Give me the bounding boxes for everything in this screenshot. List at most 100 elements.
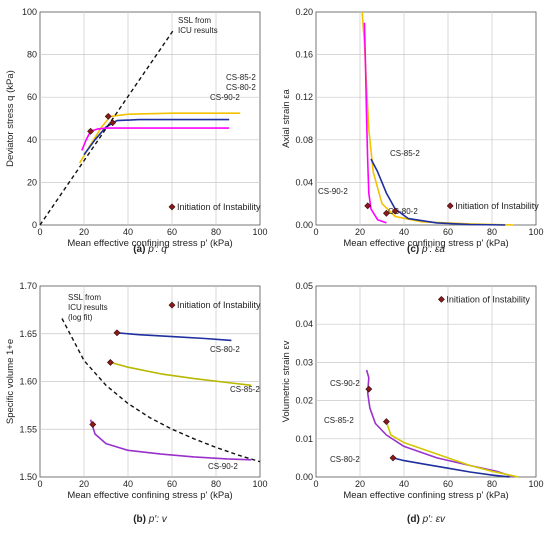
x-tick-label: 80 (487, 227, 497, 237)
series-label: ICU results (68, 303, 108, 312)
x-tick-label: 100 (252, 227, 267, 237)
series-label: CS-90-2 (210, 93, 240, 102)
instability-marker (382, 418, 390, 426)
plot-frame (39, 11, 261, 226)
caption-variables: p′: εa (421, 244, 445, 255)
instability-marker (391, 207, 399, 215)
y-tick-label: 40 (27, 135, 37, 145)
series-label: CS-80-2 (226, 83, 256, 92)
y-tick-label: 1.55 (19, 424, 37, 434)
panel-caption: (d) p′: εv (407, 514, 446, 525)
legend-label: Initiation of Instability (177, 202, 261, 212)
caption-variables: p′: v (148, 514, 168, 525)
chart-panel-b: 0 20 40 60 80 100 1.50 1.55 1.60 1.65 1.70 Mean eff… (5, 281, 268, 525)
series-line-cs-90-2 (363, 22, 387, 224)
x-tick-label: 40 (123, 479, 133, 489)
series-line-ssl-from-icu-results-log-fit- (61, 318, 261, 463)
series-label: SSL from (68, 293, 101, 302)
x-tick-label: 0 (313, 479, 318, 489)
series-line-cs-90-2 (81, 127, 230, 151)
instability-marker (87, 127, 95, 135)
instability-marker (113, 329, 121, 337)
series-label: CS-85-2 (390, 149, 420, 158)
x-tick-label: 60 (443, 479, 453, 489)
instability-marker (109, 119, 117, 127)
series-line-cs-85-2 (385, 421, 519, 478)
caption-panel-letter: (b) (133, 514, 149, 525)
x-tick-label: 60 (443, 227, 453, 237)
series-line-cs-90-2 (89, 419, 252, 461)
caption-panel-letter: (c) (407, 244, 422, 255)
series-line-cs-80-2 (116, 332, 232, 342)
y-tick-label: 0.00 (295, 220, 313, 230)
instability-marker (389, 454, 397, 462)
y-axis-label: Specific volume 1+e (5, 339, 16, 424)
series-label: CS-80-2 (388, 207, 418, 216)
x-tick-label: 20 (79, 479, 89, 489)
x-tick-label: 80 (211, 479, 221, 489)
instability-marker (382, 209, 390, 217)
x-axis-label: Mean effective confining stress p' (kPa) (343, 238, 508, 249)
series-line-ssl-from-icu-results (39, 28, 175, 226)
y-tick-label: 0.01 (295, 434, 313, 444)
series-label: CS-90-2 (318, 187, 348, 196)
legend-label: Initiation of Instability (177, 300, 261, 310)
x-tick-label: 20 (355, 479, 365, 489)
y-tick-label: 1.60 (19, 377, 37, 387)
y-tick-label: 0.04 (295, 177, 313, 187)
x-tick-label: 100 (528, 227, 543, 237)
series-label: CS-90-2 (208, 462, 238, 471)
y-tick-label: 1.50 (19, 472, 37, 482)
x-tick-label: 0 (37, 479, 42, 489)
caption-panel-letter: (d) (407, 514, 423, 525)
y-tick-label: 20 (27, 177, 37, 187)
y-tick-label: 0.00 (295, 472, 313, 482)
instability-marker (89, 421, 97, 428)
x-axis-label: Mean effective confining stress p' (kPa) (67, 490, 232, 501)
y-tick-label: 0.02 (295, 396, 313, 406)
x-tick-label: 40 (399, 479, 409, 489)
legend-instability-marker (168, 203, 176, 211)
x-tick-label: 40 (399, 227, 409, 237)
x-tick-label: 60 (167, 479, 177, 489)
x-tick-label: 60 (167, 227, 177, 237)
series-line-cs-80-2 (392, 457, 510, 478)
y-tick-label: 100 (22, 7, 37, 17)
x-tick-label: 80 (487, 479, 497, 489)
instability-marker (104, 112, 112, 120)
plot-frame (315, 285, 537, 478)
legend-instability-marker (168, 301, 176, 309)
series-line-cs-85-2 (110, 361, 252, 387)
caption-panel-letter: (a) (133, 244, 148, 255)
series-label: CS-85-2 (324, 416, 354, 425)
x-tick-label: 100 (252, 479, 267, 489)
legend-label: Initiation of Instability (446, 294, 530, 304)
series-line-cs-80-2 (83, 118, 230, 156)
x-axis-label: Mean effective confining stress p' (kPa) (343, 490, 508, 501)
y-tick-label: 0.16 (295, 50, 313, 60)
legend-label: Initiation of Instability (455, 201, 539, 211)
series-label: CS-80-2 (330, 455, 360, 464)
y-axis-label: Deviator stress q (kPa) (5, 70, 16, 167)
series-line-cs-80-2 (370, 158, 506, 226)
legend-instability-marker (437, 295, 445, 303)
x-tick-label: 80 (211, 227, 221, 237)
y-tick-label: 0.03 (295, 357, 313, 367)
series-label: CS-85-2 (226, 73, 256, 82)
y-tick-label: 1.70 (19, 281, 37, 291)
caption-variables: p′: εv (422, 514, 446, 525)
plot-frame (315, 11, 537, 226)
panel-caption: (a) p′: q (133, 244, 167, 255)
chart-panel-a: 0 20 40 60 80 100 0 20 40 60 80 100 Mean effective c… (5, 7, 268, 255)
y-tick-label: 0.05 (295, 281, 313, 291)
y-tick-label: 60 (27, 92, 37, 102)
legend-instability-marker (446, 202, 454, 210)
instability-marker (364, 202, 372, 210)
y-tick-label: 0 (32, 220, 37, 230)
instability-marker (106, 358, 114, 366)
series-label: SSL from (178, 16, 211, 25)
y-tick-label: 80 (27, 50, 37, 60)
x-tick-label: 20 (79, 227, 89, 237)
series-label: CS-85-2 (230, 385, 260, 394)
